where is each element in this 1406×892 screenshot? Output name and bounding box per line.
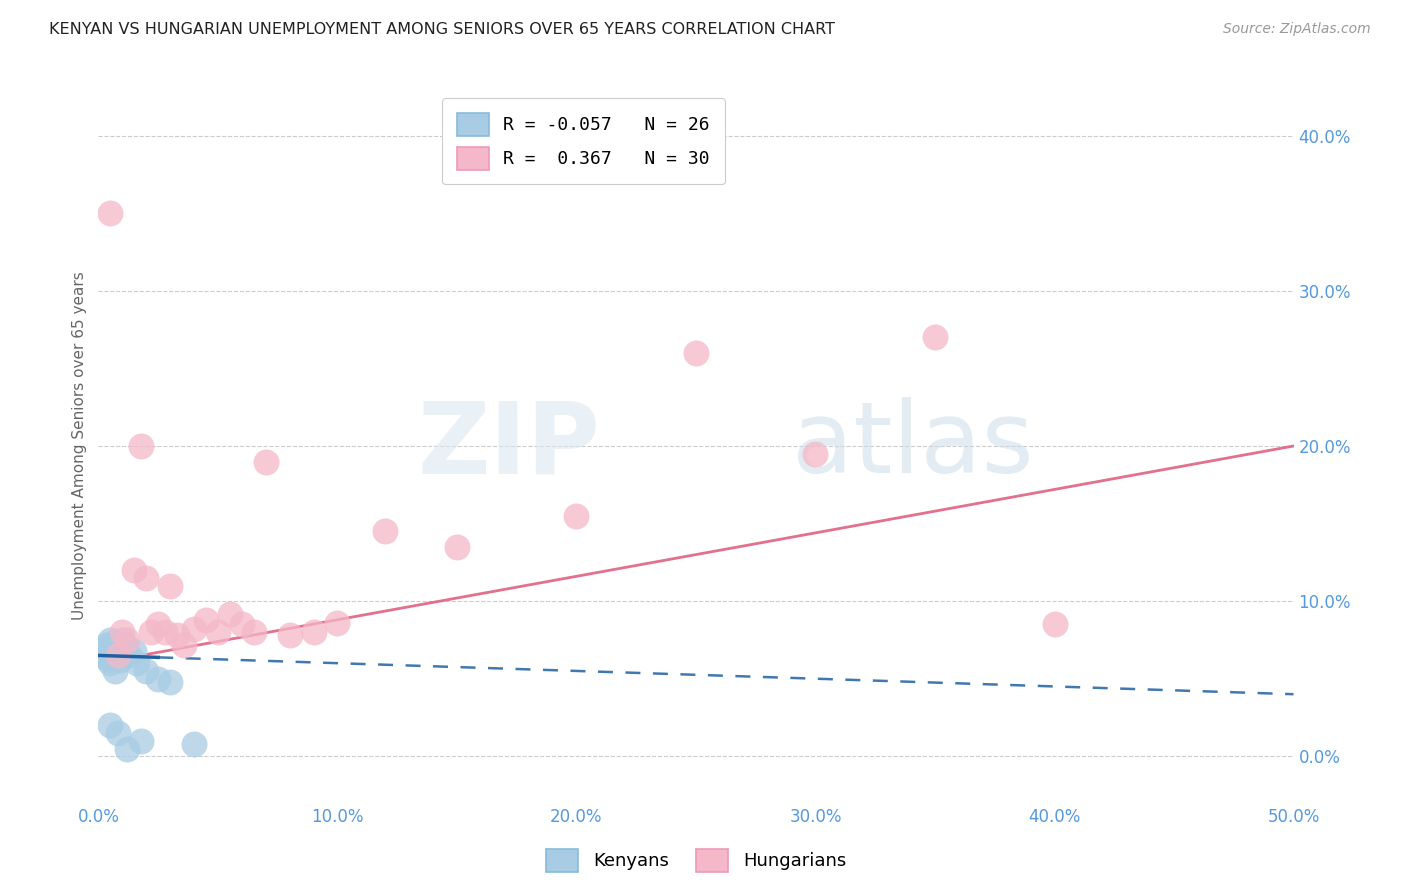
Point — [107, 726, 129, 740]
Text: atlas: atlas — [792, 398, 1033, 494]
Point — [148, 617, 170, 632]
Point — [278, 628, 301, 642]
Point — [135, 664, 157, 678]
Point — [124, 644, 146, 658]
Point — [159, 674, 181, 689]
Point — [131, 733, 153, 747]
Point — [446, 540, 468, 554]
Point — [243, 625, 266, 640]
Y-axis label: Unemployment Among Seniors over 65 years: Unemployment Among Seniors over 65 years — [72, 272, 87, 620]
Point — [302, 625, 325, 640]
Point — [104, 664, 127, 678]
Point — [565, 508, 588, 523]
Point — [194, 613, 218, 627]
Legend: Kenyans, Hungarians: Kenyans, Hungarians — [531, 834, 860, 887]
Point — [94, 642, 117, 657]
Point — [94, 638, 117, 652]
Point — [804, 447, 827, 461]
Point — [254, 454, 277, 468]
Point — [108, 653, 131, 667]
Point — [155, 625, 177, 640]
Point — [148, 672, 170, 686]
Point — [98, 632, 122, 647]
Point — [91, 644, 114, 658]
Point — [111, 625, 134, 640]
Point — [107, 644, 129, 658]
Point — [115, 741, 138, 756]
Point — [114, 638, 136, 652]
Point — [97, 651, 120, 665]
Point — [97, 640, 120, 655]
Point — [90, 648, 112, 663]
Point — [98, 206, 122, 220]
Point — [139, 625, 162, 640]
Point — [111, 632, 134, 647]
Point — [125, 656, 148, 670]
Point — [183, 737, 205, 751]
Point — [231, 617, 253, 632]
Point — [183, 622, 205, 636]
Point — [173, 638, 195, 652]
Point — [101, 636, 124, 650]
Point — [118, 648, 141, 663]
Point — [159, 579, 181, 593]
Point — [135, 571, 157, 585]
Point — [207, 625, 229, 640]
Point — [219, 607, 242, 621]
Point — [98, 718, 122, 732]
Point — [131, 439, 153, 453]
Point — [924, 330, 946, 344]
Point — [115, 632, 138, 647]
Point — [104, 639, 127, 653]
Point — [1043, 617, 1066, 632]
Point — [326, 615, 349, 630]
Text: Source: ZipAtlas.com: Source: ZipAtlas.com — [1223, 22, 1371, 37]
Point — [107, 648, 129, 663]
Point — [374, 524, 396, 539]
Point — [124, 563, 146, 577]
Point — [166, 628, 188, 642]
Point — [685, 346, 707, 360]
Point — [98, 656, 122, 670]
Text: KENYAN VS HUNGARIAN UNEMPLOYMENT AMONG SENIORS OVER 65 YEARS CORRELATION CHART: KENYAN VS HUNGARIAN UNEMPLOYMENT AMONG S… — [49, 22, 835, 37]
Text: ZIP: ZIP — [418, 398, 600, 494]
